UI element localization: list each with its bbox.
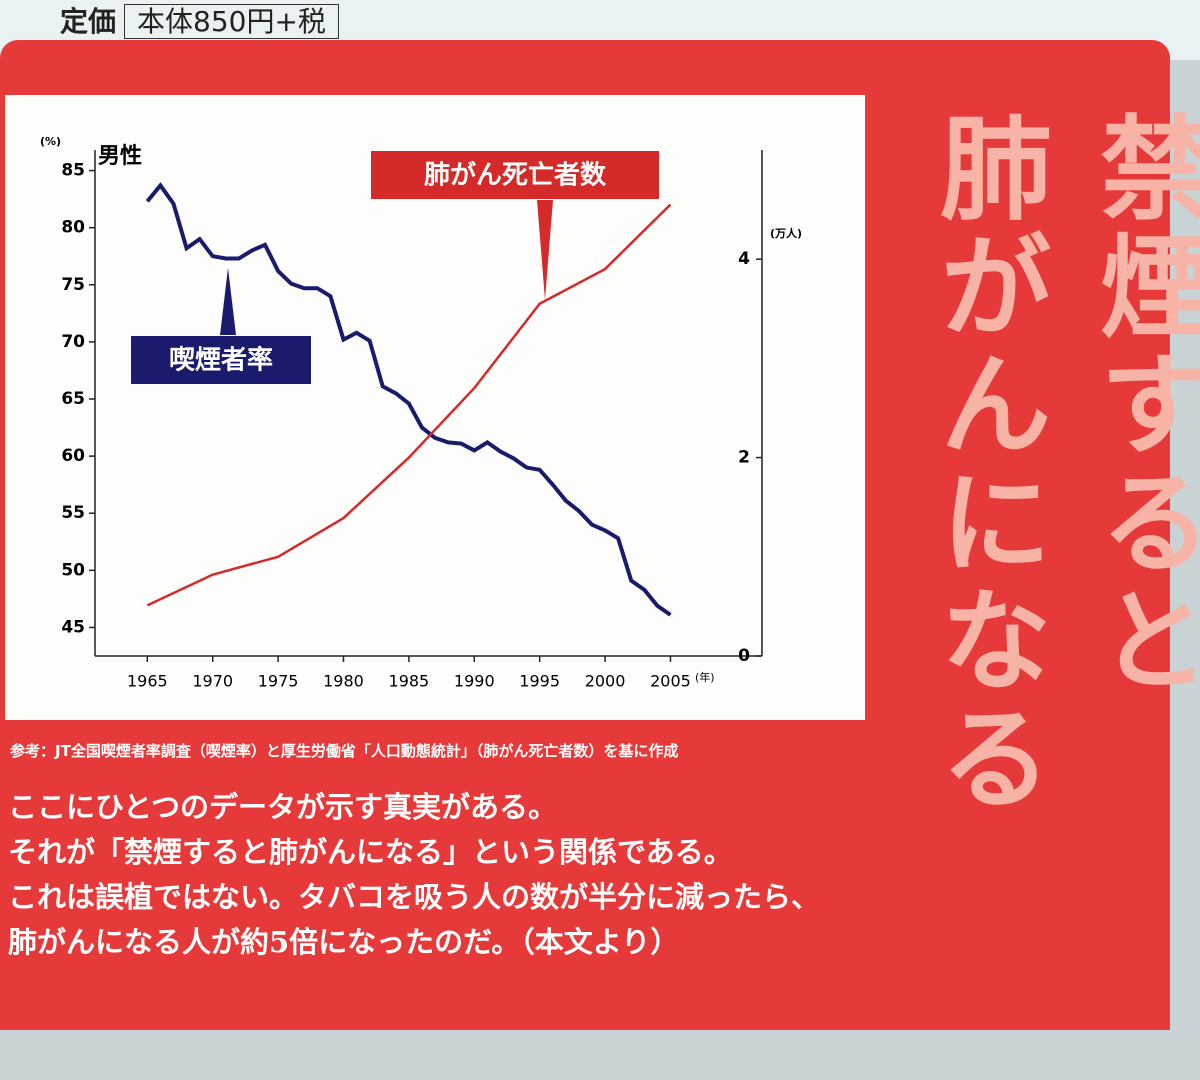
y-tick-label: 50: [61, 560, 85, 580]
x-tick-label: 1970: [192, 672, 233, 691]
body-line: これは誤植ではない。タバコを吸う人の数が半分に減ったら、: [8, 880, 821, 914]
body-line: それが「禁煙すると肺がんになる」という関係である。: [8, 835, 733, 869]
callout-box: [369, 149, 661, 201]
y2-tick-label: 2: [738, 448, 750, 468]
x-tick-label: 1975: [258, 672, 299, 691]
callout-pointer: [537, 200, 553, 300]
series-line: [145, 182, 672, 617]
headline: 肺がんになる: [921, 110, 1052, 818]
y-tick-label: 65: [61, 389, 85, 409]
y-tick-label: 70: [61, 332, 85, 352]
x-tick-label: 1995: [519, 672, 560, 691]
y-tick-label: 85: [61, 161, 85, 181]
y-unit: (%): [40, 135, 61, 148]
callout-pointer: [220, 268, 236, 335]
source-note: 参考：JT全国喫煙者率調査（喫煙率）と厚生労働省「人口動態統計」（肺がん死亡者数…: [10, 742, 679, 760]
callout-box: [129, 334, 313, 386]
x-tick-label: 1965: [127, 672, 168, 691]
body-text: ここにひとつのデータが示す真実がある。 それが「禁煙すると肺がんになる」という関…: [8, 785, 820, 965]
y2-unit: (万人): [770, 226, 802, 240]
x-tick-label: 1980: [323, 672, 364, 691]
headline: 禁煙すると: [1081, 110, 1200, 700]
price: 定価 本体850円+税: [60, 0, 339, 40]
y-tick-label: 55: [61, 503, 85, 523]
y2-tick-label: 4: [738, 249, 750, 269]
y-tick-label: 45: [61, 617, 85, 637]
x-tick-label: 2005: [650, 672, 691, 691]
price-value: 本体850円+税: [124, 4, 339, 39]
body-line: 肺がんになる人が約5倍になったのだ。（本文より）: [8, 925, 680, 959]
y2-tick-label: 0: [738, 646, 750, 666]
x-tick-label: 1990: [454, 672, 495, 691]
x-tick-label: 2000: [585, 672, 626, 691]
chart-title: 男性: [98, 144, 142, 169]
y-tick-label: 75: [61, 275, 85, 295]
x-unit: (年): [695, 670, 715, 684]
series-label: 肺がん死亡者数: [424, 160, 607, 191]
x-tick-label: 1985: [389, 672, 430, 691]
price-label: 定価: [60, 5, 117, 38]
y-tick-label: 60: [61, 446, 85, 466]
series-line: [146, 203, 672, 607]
body-line: ここにひとつのデータが示す真実がある。: [8, 790, 557, 824]
y-tick-label: 80: [61, 218, 85, 238]
series-label: 喫煙者率: [169, 345, 273, 376]
